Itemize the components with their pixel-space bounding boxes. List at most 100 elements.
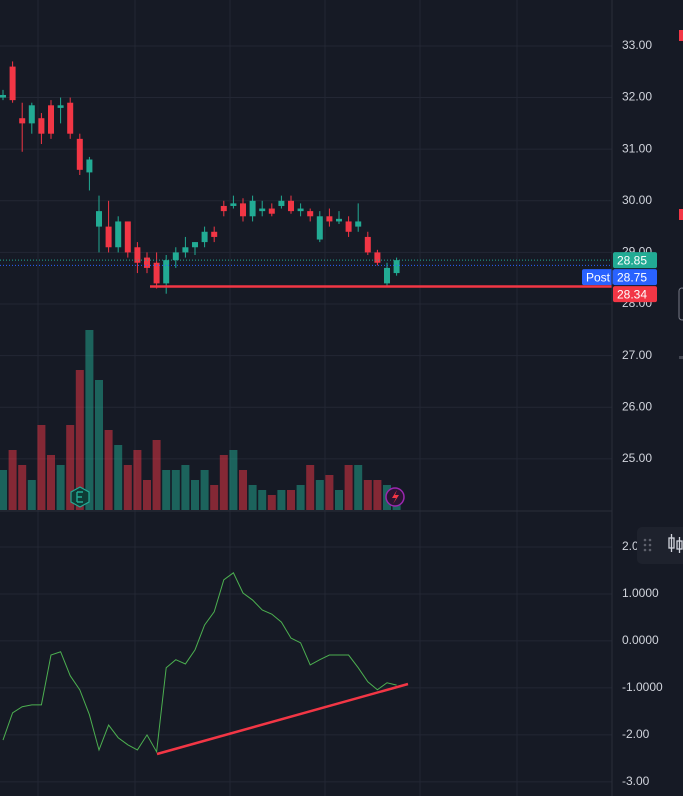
candle-body — [0, 94, 6, 98]
volume-bar — [37, 425, 46, 510]
volume-bar — [95, 380, 103, 510]
candle-body — [201, 231, 208, 243]
candle-body — [96, 211, 102, 227]
edge-marker — [679, 209, 683, 220]
candle-body — [336, 218, 342, 222]
candle-body — [124, 221, 131, 253]
candle-body — [393, 260, 400, 274]
price-tag — [613, 269, 657, 286]
y-tick-label: 33.00 — [622, 38, 652, 52]
y-tick-label: 27.00 — [622, 348, 652, 362]
volume-bar — [181, 465, 190, 510]
candle-body — [249, 200, 256, 217]
volume-bar — [47, 455, 55, 510]
volume-bar — [296, 485, 305, 510]
candle-tool-icon[interactable] — [668, 534, 683, 553]
candle-body — [105, 226, 112, 248]
candle-body — [48, 105, 54, 134]
candle-body — [115, 221, 122, 248]
volume-bar — [219, 455, 228, 510]
volume-bar — [239, 470, 247, 510]
floating-toolbar[interactable] — [637, 527, 683, 564]
candle-body — [163, 260, 170, 284]
volume-bar — [8, 450, 17, 510]
candle-body — [384, 267, 390, 284]
volume-bar — [325, 475, 334, 510]
candle-body — [278, 200, 285, 206]
post-tag-label: Post — [586, 270, 611, 284]
volume-bar — [152, 440, 161, 510]
price-tag-label: 28.75 — [617, 270, 647, 284]
volume-bar — [75, 370, 84, 510]
candle-body — [211, 231, 218, 237]
oscillator-line — [2, 572, 397, 754]
price-tag-label: 28.85 — [617, 253, 647, 267]
candle-body — [57, 105, 64, 108]
candle-body — [144, 257, 150, 268]
volume-bar — [306, 465, 315, 510]
edge-marker — [679, 30, 683, 41]
volume-bar — [171, 470, 180, 510]
grid — [37, 0, 518, 796]
volume-bar — [162, 470, 171, 510]
candle-body — [297, 208, 304, 212]
candle-body — [28, 105, 35, 124]
earnings-glyph — [76, 491, 83, 503]
osc-tick-label: 1.0000 — [622, 586, 659, 600]
volume-bar — [104, 430, 113, 510]
candle-body — [86, 159, 93, 173]
volume-bar — [363, 480, 372, 510]
candle-body — [268, 208, 275, 214]
candle-body — [172, 252, 179, 261]
earnings-icon[interactable] — [70, 486, 90, 508]
candle-body — [9, 66, 16, 101]
trend-line[interactable] — [156, 682, 409, 756]
post-tag — [582, 269, 613, 286]
y-tick-label: 26.00 — [622, 399, 652, 413]
volume-bar — [373, 480, 382, 510]
candle-body — [220, 205, 227, 212]
volume-bar — [143, 480, 151, 510]
candle-body — [76, 138, 83, 170]
volume-bar — [200, 470, 209, 510]
volume-bar — [85, 330, 94, 510]
edge-marker — [679, 356, 683, 359]
y-tick-label: 32.00 — [622, 90, 652, 104]
volume-bar — [18, 465, 27, 510]
candle-body — [374, 252, 381, 263]
candle-body — [259, 208, 266, 212]
event-icon[interactable] — [385, 487, 405, 507]
volume-bar — [335, 490, 343, 510]
candle-body — [316, 216, 323, 240]
volume-bar — [114, 445, 123, 510]
candle-body — [355, 221, 362, 227]
candle-body — [364, 236, 371, 253]
volume-bar — [0, 470, 7, 510]
candle-body — [19, 118, 26, 124]
volume-bar — [287, 490, 295, 510]
osc-tick-label: -1.0000 — [622, 680, 663, 694]
volume-bar — [258, 490, 267, 510]
plot-layer: 25.0026.0027.0028.0029.0030.0031.0032.00… — [0, 38, 663, 788]
drag-dots[interactable] — [643, 538, 652, 552]
price-tag — [613, 286, 657, 303]
price-tag — [613, 252, 657, 269]
osc-tick-label: -3.00 — [622, 774, 650, 788]
volume-bar — [229, 450, 238, 510]
volume-bar — [267, 495, 276, 510]
volume-bar — [210, 485, 219, 510]
osc-tick-label: 0.0000 — [622, 633, 659, 647]
volume-bar — [133, 450, 142, 510]
volume-bar — [191, 480, 199, 510]
candle-body — [38, 118, 45, 134]
volume-bar — [277, 490, 286, 510]
volume-bar — [248, 485, 257, 510]
y-tick-label: 25.00 — [622, 451, 652, 465]
volume-bar — [66, 425, 75, 510]
volume-bar — [344, 465, 353, 510]
volume-bar — [27, 480, 36, 510]
edge-handle[interactable] — [678, 287, 683, 321]
